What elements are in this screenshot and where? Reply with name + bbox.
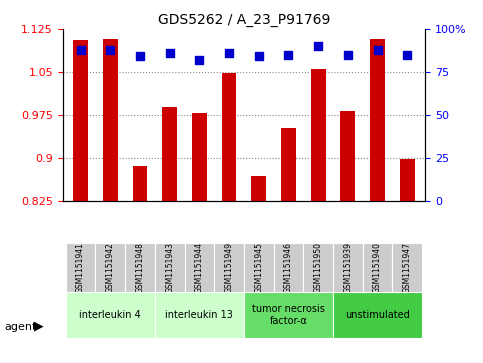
Title: GDS5262 / A_23_P91769: GDS5262 / A_23_P91769	[158, 13, 330, 26]
Point	[403, 52, 411, 58]
Text: GSM1151940: GSM1151940	[373, 242, 382, 293]
FancyBboxPatch shape	[155, 243, 185, 292]
Text: interleukin 4: interleukin 4	[79, 310, 141, 320]
Text: GSM1151947: GSM1151947	[403, 242, 412, 293]
FancyBboxPatch shape	[214, 243, 244, 292]
FancyBboxPatch shape	[303, 243, 333, 292]
Text: GSM1151949: GSM1151949	[225, 242, 234, 293]
Bar	[73, 40, 88, 200]
Text: ▶: ▶	[34, 319, 43, 332]
FancyBboxPatch shape	[125, 243, 155, 292]
Point	[225, 50, 233, 56]
Point	[77, 47, 85, 53]
Point	[196, 57, 203, 63]
Bar	[162, 107, 177, 200]
FancyBboxPatch shape	[96, 243, 125, 292]
Bar	[281, 128, 296, 200]
FancyBboxPatch shape	[392, 243, 422, 292]
Text: unstimulated: unstimulated	[345, 310, 410, 320]
FancyBboxPatch shape	[273, 243, 303, 292]
FancyBboxPatch shape	[185, 243, 214, 292]
Bar	[192, 113, 207, 200]
Point	[255, 54, 263, 60]
Point	[344, 52, 352, 58]
FancyBboxPatch shape	[363, 243, 392, 292]
Bar	[311, 69, 326, 200]
FancyBboxPatch shape	[66, 243, 96, 292]
Text: GSM1151946: GSM1151946	[284, 242, 293, 293]
Text: agent: agent	[5, 322, 37, 332]
Text: GSM1151945: GSM1151945	[254, 242, 263, 293]
Text: GSM1151942: GSM1151942	[106, 242, 115, 293]
Text: GSM1151943: GSM1151943	[165, 242, 174, 293]
Bar	[251, 176, 266, 200]
Bar	[341, 111, 355, 200]
Point	[106, 47, 114, 53]
FancyBboxPatch shape	[155, 292, 244, 338]
Bar	[103, 39, 118, 200]
Bar	[132, 166, 147, 200]
FancyBboxPatch shape	[244, 243, 273, 292]
Point	[136, 54, 144, 60]
FancyBboxPatch shape	[66, 292, 155, 338]
Text: GSM1151944: GSM1151944	[195, 242, 204, 293]
Text: GSM1151941: GSM1151941	[76, 242, 85, 293]
Point	[284, 52, 292, 58]
Text: GSM1151950: GSM1151950	[313, 242, 323, 293]
Point	[374, 47, 382, 53]
Bar	[400, 159, 414, 200]
Text: GSM1151939: GSM1151939	[343, 242, 352, 293]
FancyBboxPatch shape	[333, 292, 422, 338]
Bar	[222, 73, 237, 200]
Point	[314, 43, 322, 49]
FancyBboxPatch shape	[333, 243, 363, 292]
FancyBboxPatch shape	[244, 292, 333, 338]
Text: GSM1151948: GSM1151948	[136, 242, 144, 293]
Bar	[370, 39, 385, 200]
Point	[166, 50, 173, 56]
Text: interleukin 13: interleukin 13	[166, 310, 233, 320]
Text: tumor necrosis
factor-α: tumor necrosis factor-α	[252, 304, 325, 326]
